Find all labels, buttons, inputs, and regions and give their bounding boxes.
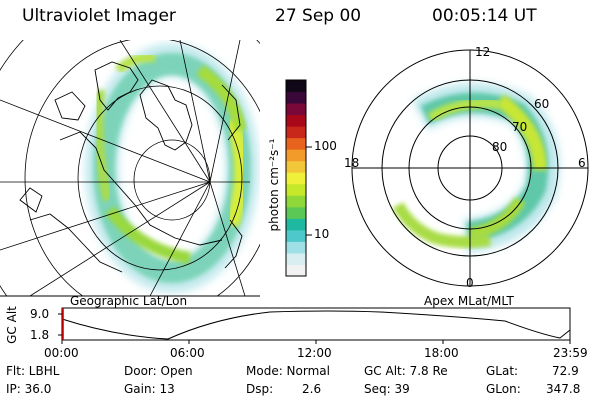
mlt-label-18: 18 [344,156,360,170]
apex-map-caption: Apex MLat/MLT [424,294,514,308]
door-info: Door: Open [124,364,193,378]
colorbar-segment [286,195,306,208]
time-tick-1800: 18:00 [424,346,459,360]
ip-info: IP: 36.0 [6,382,52,396]
altitude-ylabel: GC Alt [5,306,19,344]
longitude-meridians [0,40,250,296]
altitude-ytick-9: 9.0 [30,307,50,321]
instrument-title: Ultraviolet Imager [22,6,176,26]
colorbar-segment [286,252,306,265]
aurora-oval-geographic [85,43,259,293]
gc-alt-info: GC Alt: 7.8 Re [364,364,448,378]
colorbar [286,80,306,277]
colorbar-segment [286,160,306,173]
filter-info: Flt: LBHL [6,364,60,378]
colorbar-segment [286,172,306,185]
colorbar-segment [286,103,306,116]
aurora-oval-apex [392,83,560,253]
glat-info-label: GLat: [486,364,519,378]
glat-info-value: 72.9 [552,364,579,378]
apex-polar-map [351,49,589,287]
colorbar-label-100: 100 [314,139,337,153]
colorbar-segment [286,149,306,162]
colorbar-segment [286,114,306,127]
colorbar-segment [286,91,306,104]
glon-info-label: GLon: [486,382,521,396]
mlt-label-6: 6 [578,156,586,170]
altitude-curve [61,310,571,340]
observation-time: 00:05:14 UT [432,6,537,26]
latitude-circles [0,40,260,296]
observation-date: 27 Sep 00 [275,6,362,26]
colorbar-segment [286,137,306,150]
time-tick-0000: 00:00 [44,346,79,360]
glon-info-value: 347.8 [546,382,581,396]
altitude-ticks [58,313,571,344]
dsp-info-label: Dsp: [246,382,274,396]
mode-info: Mode: Normal [246,364,330,378]
seq-info: Seq: 39 [364,382,410,396]
geographic-map-caption: Geographic Lat/Lon [70,294,188,308]
coastlines [19,61,243,273]
mlt-label-0: 0 [466,276,474,290]
colorbar-segment [286,80,306,93]
colorbar-segment [286,241,306,254]
colorbar-segment [286,126,306,139]
apex-mlt-lines [352,50,588,286]
colorbar-segment [286,264,306,277]
time-tick-0600: 06:00 [170,346,205,360]
time-tick-2359: 23:59 [553,346,588,360]
colorbar-frame [285,79,307,277]
mlat-label-60: 60 [534,97,550,111]
colorbar-segment [286,229,306,242]
mlt-label-12: 12 [475,45,491,59]
altitude-plot [58,307,571,344]
gain-info: Gain: 13 [124,382,175,396]
dsp-info-value: 2.6 [302,382,322,396]
colorbar-label-10: 10 [314,227,330,241]
colorbar-segment [286,206,306,219]
mlat-label-70: 70 [512,120,528,134]
colorbar-unit-label: photon cm⁻²s⁻¹ [267,138,281,232]
colorbar-segment [286,218,306,231]
mlat-label-80: 80 [492,140,508,154]
altitude-plot-frame [61,307,571,341]
colorbar-segment [286,183,306,196]
time-tick-1200: 12:00 [297,346,332,360]
geographic-map [0,40,260,296]
altitude-ytick-1-8: 1.8 [30,328,50,342]
